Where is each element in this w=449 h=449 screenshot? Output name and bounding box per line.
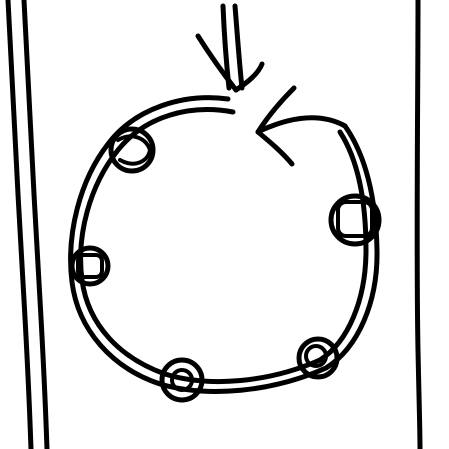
- left-border-double-line: [5, 0, 50, 449]
- ring-bead-bottom: [159, 357, 205, 403]
- ink-strokes: [5, 0, 423, 449]
- ring-bead-bottom-right: [296, 336, 340, 380]
- ring-bead-top-left: [108, 126, 156, 174]
- top-double-arrow: [195, 3, 265, 93]
- return-arrow: [255, 85, 348, 167]
- right-border-line: [414, 0, 423, 449]
- ring-bead-right: [328, 193, 382, 247]
- ring-bead-left: [69, 245, 111, 287]
